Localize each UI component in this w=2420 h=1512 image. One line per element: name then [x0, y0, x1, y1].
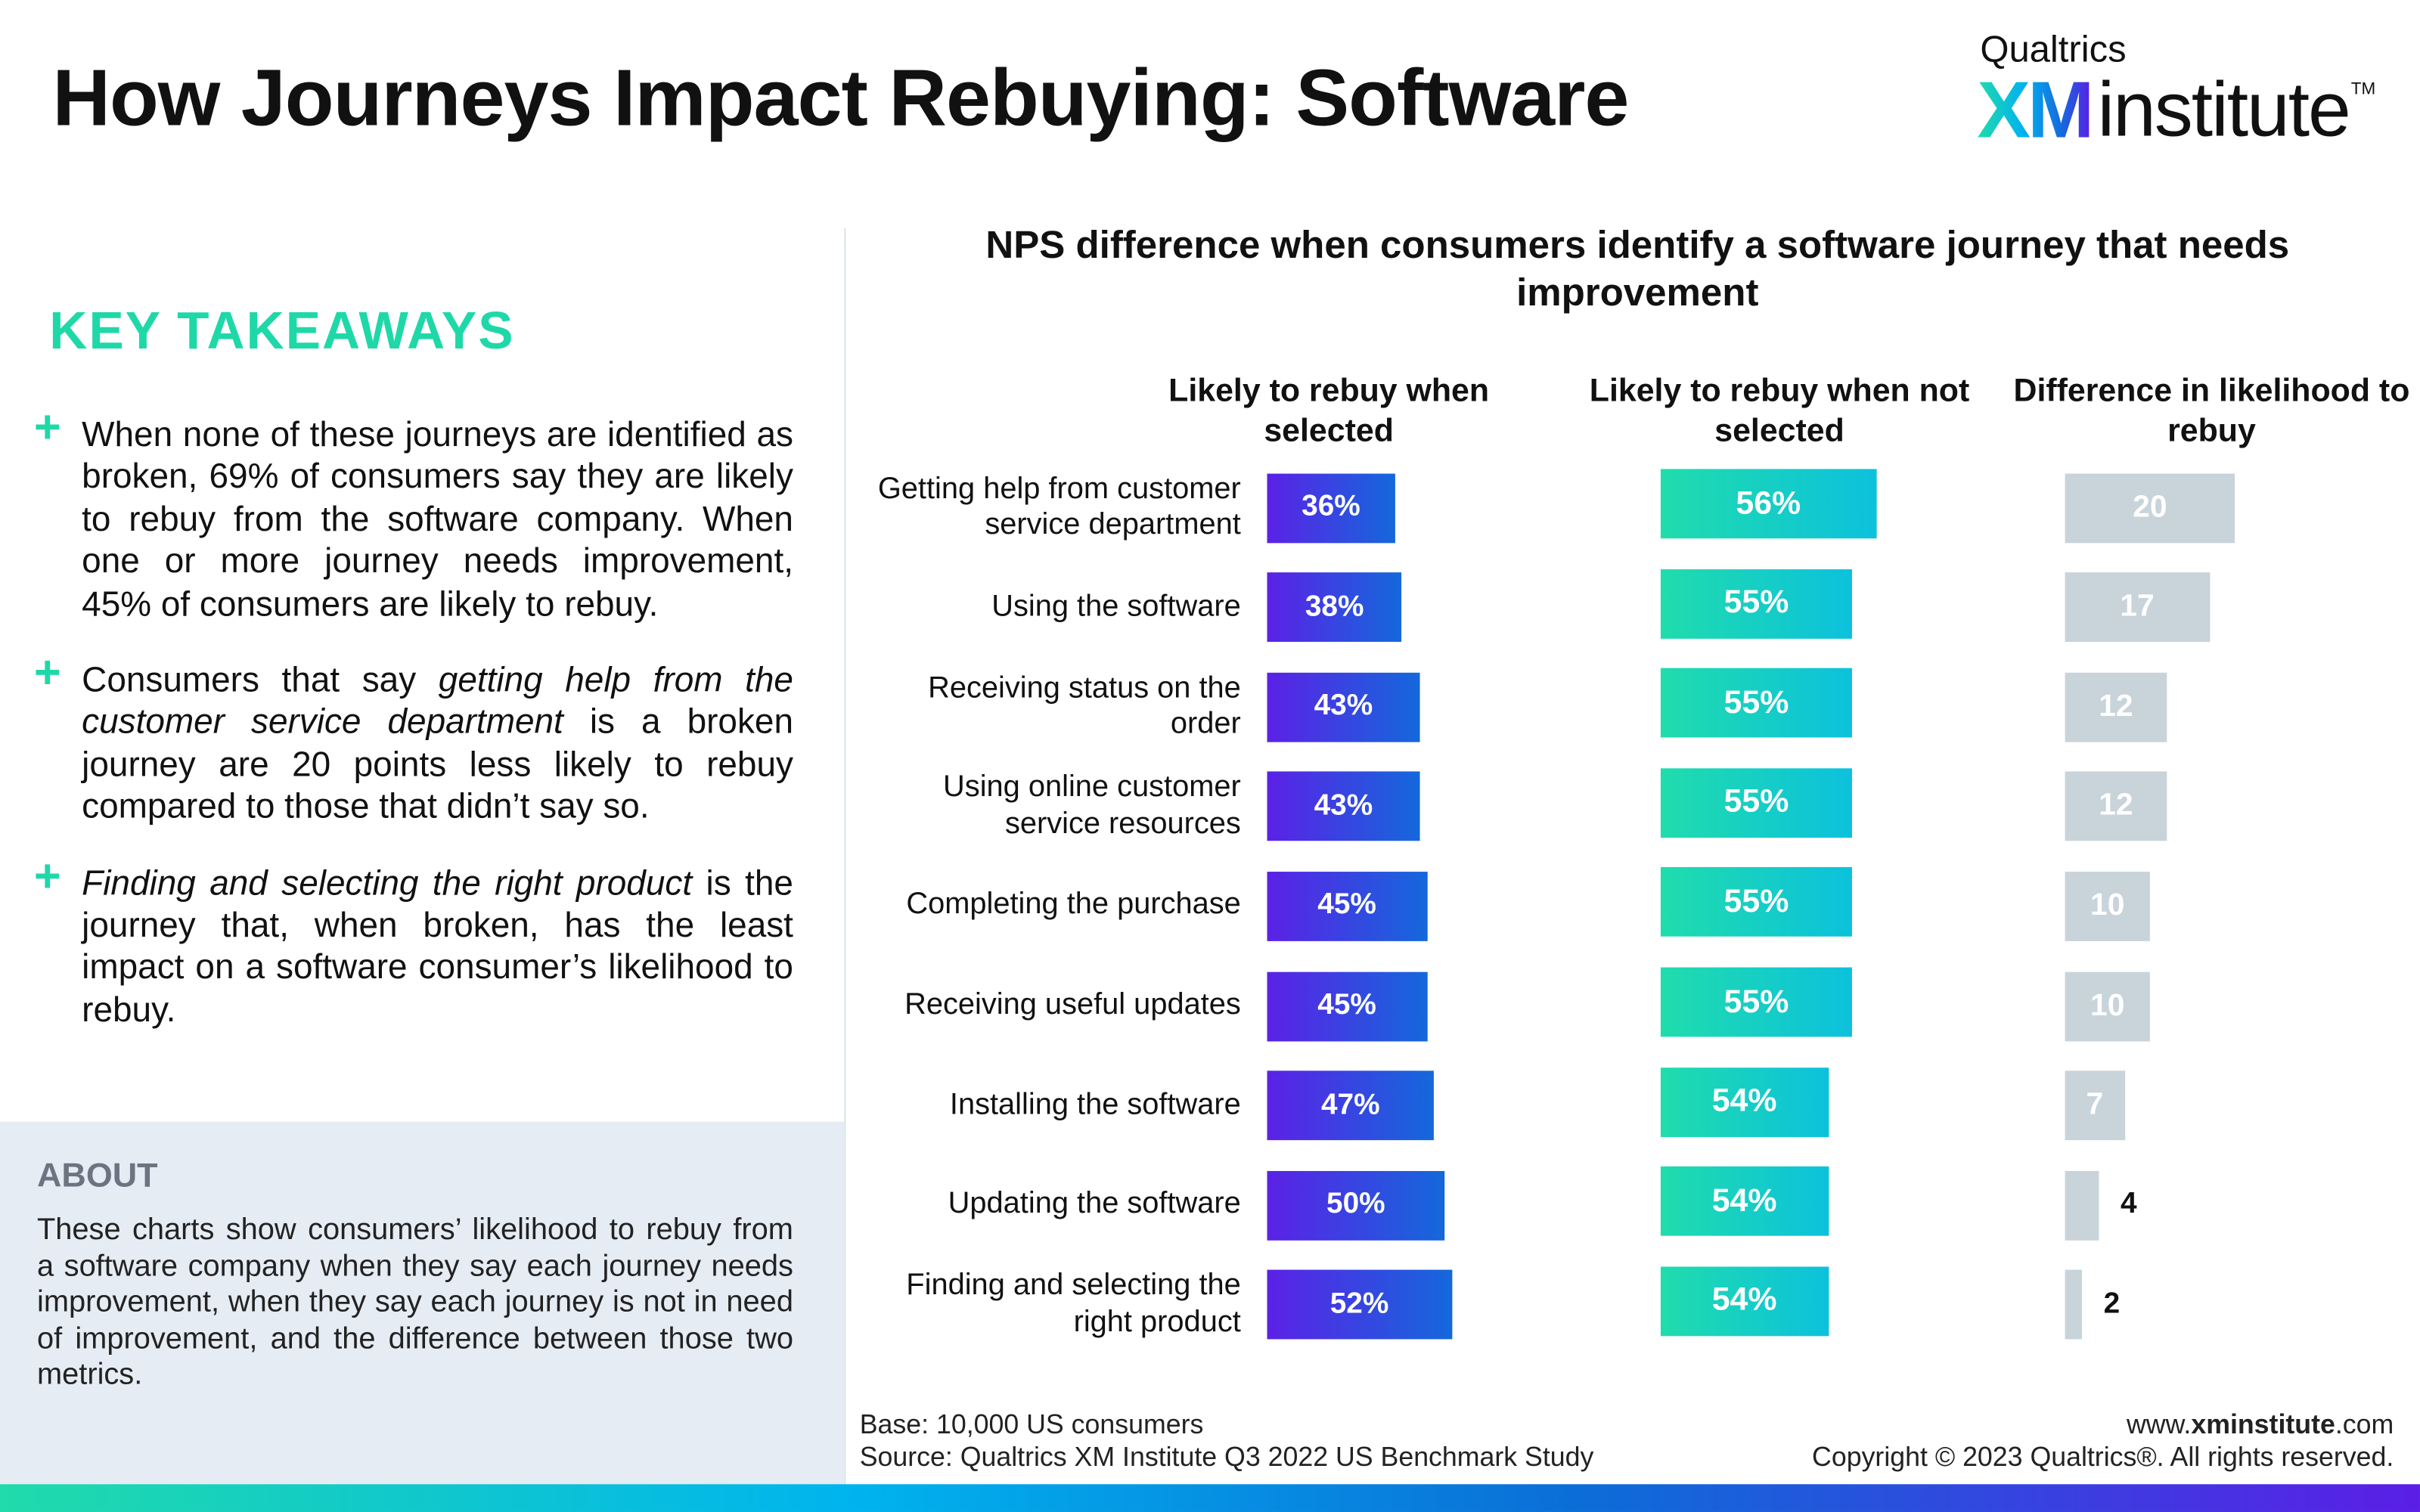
takeaway: + Consumers that say getting help from th…: [0, 650, 844, 828]
row-label: Getting help from customer service depar…: [877, 471, 1241, 542]
logo: XM institute TM: [1977, 65, 2375, 157]
bar-not-selected: 55%: [1660, 569, 1852, 639]
row-label: Completing the purchase: [906, 888, 1241, 922]
takeaway-item: Finding and selecting the right product …: [82, 863, 793, 1029]
url-suffix: .com: [2335, 1408, 2394, 1440]
bar-difference: 7: [2065, 1070, 2125, 1141]
bar-difference: 17: [2065, 572, 2210, 643]
row-label: Receiving status on the order: [928, 671, 1241, 741]
bar-selected: 45%: [1267, 871, 1427, 941]
divider: [844, 228, 846, 1485]
logo-qualtrics-text: Qualtrics: [1980, 29, 2127, 71]
bar-selected: 36%: [1267, 472, 1395, 543]
bar-difference: 10: [2065, 971, 2150, 1041]
bar-not-selected: 54%: [1660, 1266, 1829, 1336]
bar-not-selected: 55%: [1660, 967, 1852, 1037]
bar-difference: [2065, 1270, 2083, 1340]
plus-icon: +: [33, 648, 61, 699]
column-header-selected: Likely to rebuy when selected: [1168, 373, 1490, 449]
takeaway: + When none of these journeys are identif…: [0, 405, 844, 625]
row-label: Updating the software: [948, 1186, 1241, 1221]
row-label: Receiving useful updates: [904, 987, 1241, 1022]
page-title: How Journeys Impact Rebuying: Software: [52, 54, 1629, 144]
key-takeaways-heading: KEY TAKEAWAYS: [49, 302, 515, 361]
bar-not-selected: 55%: [1660, 668, 1852, 738]
bar-selected: 45%: [1267, 971, 1427, 1041]
bar-difference: 12: [2065, 772, 2167, 841]
base-note: Base: 10,000 US consumers: [859, 1408, 1204, 1440]
bar-difference: 10: [2065, 871, 2150, 941]
logo-xm: XM: [1977, 65, 2094, 157]
bar-not-selected: 55%: [1660, 867, 1852, 937]
bar-selected: 50%: [1267, 1170, 1445, 1241]
row-label: Using the software: [991, 588, 1241, 623]
row-label: Finding and selecting the right product: [906, 1269, 1241, 1339]
bar-not-selected: 55%: [1660, 767, 1852, 838]
takeaway-item: When none of these journeys are identifi…: [82, 414, 793, 623]
url-prefix: www.: [2126, 1408, 2192, 1440]
row-label: Installing the software: [949, 1086, 1241, 1121]
url-domain: xminstitute: [2191, 1408, 2335, 1440]
plus-icon: +: [33, 402, 61, 454]
bar-selected: 52%: [1267, 1270, 1452, 1340]
takeaway-item: Consumers that say getting help from the…: [82, 660, 794, 826]
column-header-difference: Difference in likelihood to rebuy: [2013, 373, 2410, 449]
website-link[interactable]: www.xminstitute.com: [2127, 1408, 2394, 1441]
about-text: These charts show consumers’ likelihood …: [36, 1213, 793, 1393]
chart-title: NPS difference when consumers identify a…: [985, 223, 2290, 315]
bar-difference: 12: [2065, 672, 2167, 742]
plus-icon: +: [33, 850, 61, 903]
source-note: Source: Qualtrics XM Institute Q3 2022 U…: [859, 1441, 1594, 1472]
takeaways-list: + When none of these journeys are identif…: [0, 405, 844, 1031]
bar-selected: 47%: [1267, 1070, 1435, 1141]
takeaway: + Finding and selecting the right product…: [0, 854, 844, 1031]
logo-institute: institute: [2097, 66, 2350, 153]
copyright: Copyright © 2023 Qualtrics®. All rights …: [1812, 1441, 2394, 1472]
row-label: Using online customer service resources: [943, 770, 1241, 841]
bar-difference: 20: [2065, 472, 2235, 543]
bar-not-selected: 56%: [1660, 469, 1876, 539]
about-panel: ABOUT These charts show consumers’ likel…: [0, 1121, 845, 1485]
bottom-gradient-band: [0, 1484, 2420, 1512]
bar-selected: 43%: [1267, 772, 1420, 841]
about-heading: ABOUT: [36, 1155, 158, 1194]
bar-not-selected: 54%: [1660, 1167, 1829, 1237]
difference-label: 2: [2103, 1287, 2121, 1321]
difference-label: 4: [2121, 1188, 2137, 1221]
bar-selected: 38%: [1267, 572, 1402, 643]
bar-difference: [2065, 1170, 2099, 1241]
bar-not-selected: 54%: [1660, 1067, 1829, 1137]
column-header-not-selected: Likely to rebuy when not selected: [1589, 373, 1970, 449]
logo-tm: TM: [2350, 80, 2376, 99]
bar-selected: 43%: [1267, 672, 1420, 742]
